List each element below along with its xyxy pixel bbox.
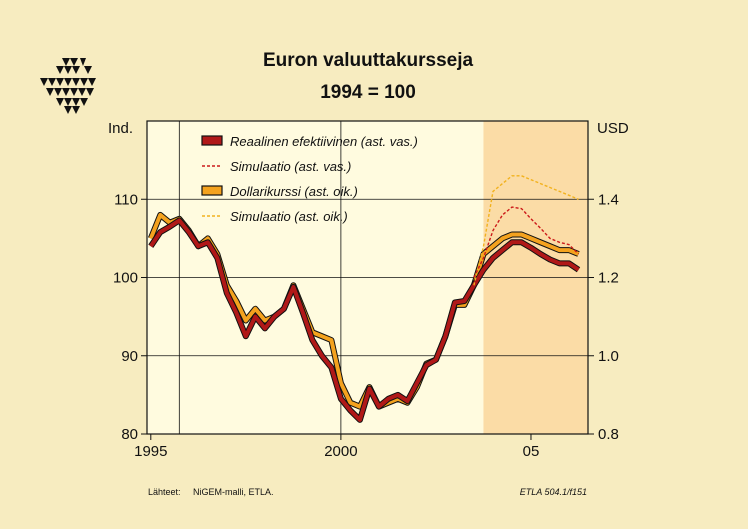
x-tick-label: 05 [523, 443, 540, 460]
chart-subtitle: 1994 = 100 [320, 82, 416, 103]
legend-label: Reaalinen efektiivinen (ast. vas.) [230, 134, 418, 149]
right-tick-label: 0.8 [598, 426, 619, 443]
legend-item: Simulaatio (ast. vas.) [202, 159, 351, 174]
left-tick-label: 80 [121, 426, 138, 443]
source-text: NiGEM-malli, ETLA. [193, 487, 274, 497]
x-tick-label: 1995 [134, 443, 167, 460]
legend-item: Dollarikurssi (ast. oik.) [201, 184, 358, 199]
legend-label: Simulaatio (ast. oik.) [230, 209, 348, 224]
plot-frame [146, 120, 589, 435]
series-line-dashed [473, 206, 579, 278]
x-tick-label: 2000 [324, 443, 357, 460]
legend-item: Reaalinen efektiivinen (ast. vas.) [201, 134, 418, 149]
source-label: Lähteet: [148, 487, 181, 497]
right-tick-label: 1.0 [598, 348, 619, 365]
series-line-dashed [473, 175, 579, 286]
series-line [149, 218, 580, 422]
etla-logo [40, 58, 96, 114]
legend-label: Dollarikurssi (ast. oik.) [230, 184, 358, 199]
left-tick-label: 100 [113, 270, 138, 287]
left-tick-label: 110 [114, 191, 138, 208]
legend-swatch [201, 135, 223, 146]
legend-item: Simulaatio (ast. oik.) [202, 209, 348, 224]
series-4 [473, 175, 579, 286]
left-axis-label: Ind. [108, 120, 133, 137]
left-tick-label: 90 [121, 348, 138, 365]
axis-ticks: 80 90 100 110 0.8 1.0 1.2 1.4 1995 2000 05 [113, 191, 619, 460]
figure-reference: ETLA 504.1/f151 [520, 487, 587, 497]
gridlines [147, 121, 588, 434]
right-tick-label: 1.2 [598, 270, 619, 287]
right-axis-label: USD [597, 120, 629, 137]
series-1 [148, 217, 581, 423]
series-lines [148, 175, 581, 423]
series-2 [473, 206, 579, 278]
legend-swatch [201, 185, 223, 196]
legend: Reaalinen efektiivinen (ast. vas.) Simula… [201, 134, 418, 224]
right-tick-label: 1.4 [598, 191, 619, 208]
chart-title: Euron valuuttakursseja [263, 50, 474, 71]
legend-label: Simulaatio (ast. vas.) [230, 159, 351, 174]
